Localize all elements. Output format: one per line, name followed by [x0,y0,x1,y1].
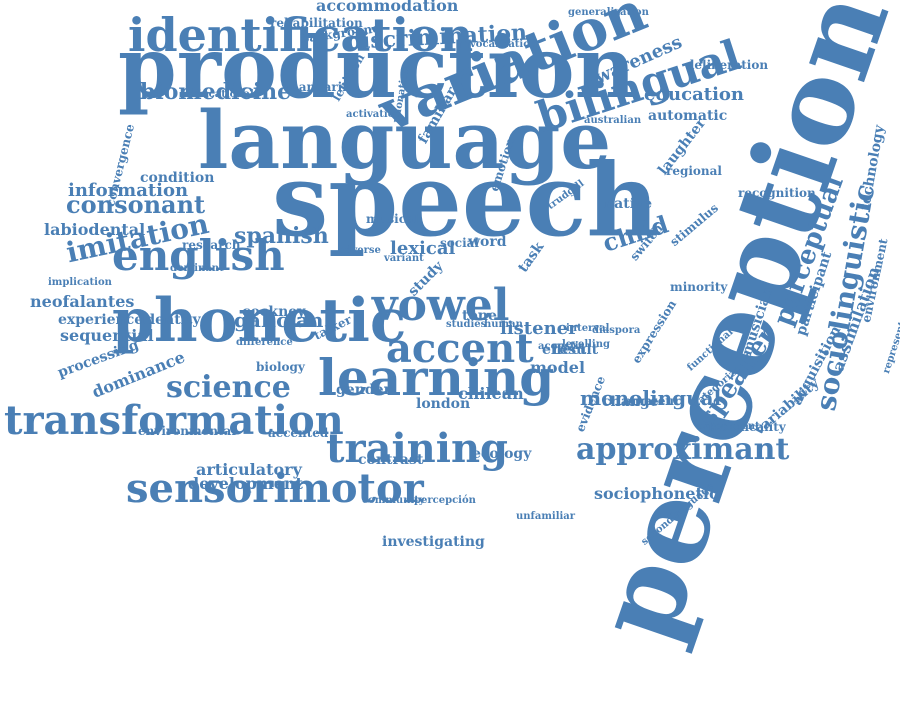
cloud-word-language: language [198,92,612,187]
cloud-word-effect: effect [542,342,587,359]
cloud-word-recognition: recognition [738,185,816,200]
cloud-word-biology: biology [256,359,305,374]
cloud-word-adverse: adverse [338,245,381,257]
cloud-word-articulatory: articulatory [196,459,302,479]
cloud-word-condition: condition [140,170,215,187]
cloud-word-generalization: generalization [568,7,649,19]
cloud-word-acoustic: acoustic [538,341,585,353]
cloud-word-training: training [326,424,508,472]
cloud-word-tone: tone [462,308,497,325]
cloud-word-transformation: transformation [4,396,344,444]
cloud-word-ecology: ecology [472,446,532,463]
cloud-word-model: model [530,357,586,377]
cloud-word-word: word [468,234,507,251]
cloud-word-learning: learning [318,348,555,407]
cloud-word-identity: identity [140,312,201,329]
cloud-word-human: human [484,319,523,331]
cloud-word-accented: accented [268,425,329,440]
cloud-word-mandarin: mandarin [286,79,351,94]
cloud-word-studies: studies [446,319,487,331]
cloud-word-sequential: sequential [60,325,154,345]
cloud-word-biomedicine: biomedicine [140,78,292,105]
cloud-word-australian: australian [584,115,642,127]
cloud-word-science: science [166,369,291,405]
cloud-word-environmental: environmental [138,423,236,438]
cloud-word-amateur: amateur [624,393,681,408]
cloud-word-interval: interval [566,323,610,335]
cloud-word-cockney: cockney [242,304,306,321]
cloud-word-difference: difference [236,337,293,349]
cloud-word-production: production [118,18,636,118]
cloud-word-diaspora: diaspora [592,325,641,337]
cloud-word-social: social [440,235,479,250]
cloud-word-information: information [68,179,189,201]
cloud-word-implication: implication [48,277,112,289]
cloud-word-vowel: vowel [372,279,510,331]
cloud-word-development: development [188,473,303,493]
cloud-word-levelling: levelling [562,339,610,351]
cloud-word-community: community [362,495,425,507]
cloud-word-vocalization: vocalization [470,39,538,51]
cloud-word-automatic: automatic [648,108,728,125]
cloud-word-percepción: percepción [414,495,476,507]
cloud-word-variant: variant [384,253,424,265]
cloud-word-change: change [602,394,659,411]
cloud-word-educational: educational [188,89,254,101]
cloud-word-london: london [416,396,471,413]
cloud-word-regional: regional [666,163,722,178]
cloud-word-deliberation: deliberation [686,57,769,72]
cloud-word-sensorimotor: sensorimotor [126,464,424,512]
cloud-word-experiment: experiment [696,421,760,433]
cloud-word-english: english [112,231,285,281]
cloud-word-contrast: contrast [358,452,424,469]
cloud-word-native: native [604,196,653,213]
cloud-word-dominant: dominant [170,263,224,275]
cloud-word-minority: minority [670,279,728,294]
cloud-word-education: education [644,83,744,105]
cloud-word-research: research [182,237,241,252]
cloud-word-indexicality: indexicality [708,419,786,434]
cloud-word-experience: experience [58,312,144,329]
cloud-word-neofalantes: neofalantes [30,291,135,311]
cloud-word-investigating: investigating [382,534,485,551]
cloud-word-consonant: consonant [66,190,206,220]
cloud-word-representation: representation [881,292,900,376]
cloud-word-gender: gender [336,382,391,399]
cloud-word-speech: speech [272,141,660,259]
cloud-word-unfamiliar: unfamiliar [516,511,576,523]
cloud-word-rehabilitation: rehabilitation [270,15,363,30]
cloud-word-galician: galician [234,308,324,333]
cloud-word-approximant: approximant [576,431,790,467]
cloud-word-phonetic: phonetic [112,286,407,357]
cloud-word-accommodation: accommodation [316,0,459,15]
cloud-word-musical: musical [366,211,419,226]
cloud-word-lexical: lexical [390,237,456,259]
cloud-word-listener: listener [500,317,578,339]
cloud-word-labiodental: labiodental [44,219,146,239]
cloud-word-result: result [552,342,599,359]
cloud-word-identification: identification [128,8,474,63]
cloud-word-sociophonetic: sociophonetic [594,483,719,503]
cloud-word-accent: accent [386,324,534,372]
cloud-word-chilean: chilean [458,383,524,403]
cloud-word-spanish: spanish [234,222,329,249]
cloud-word-monolingual: monolingual [580,386,722,411]
cloud-word-activation: activation [346,109,402,121]
